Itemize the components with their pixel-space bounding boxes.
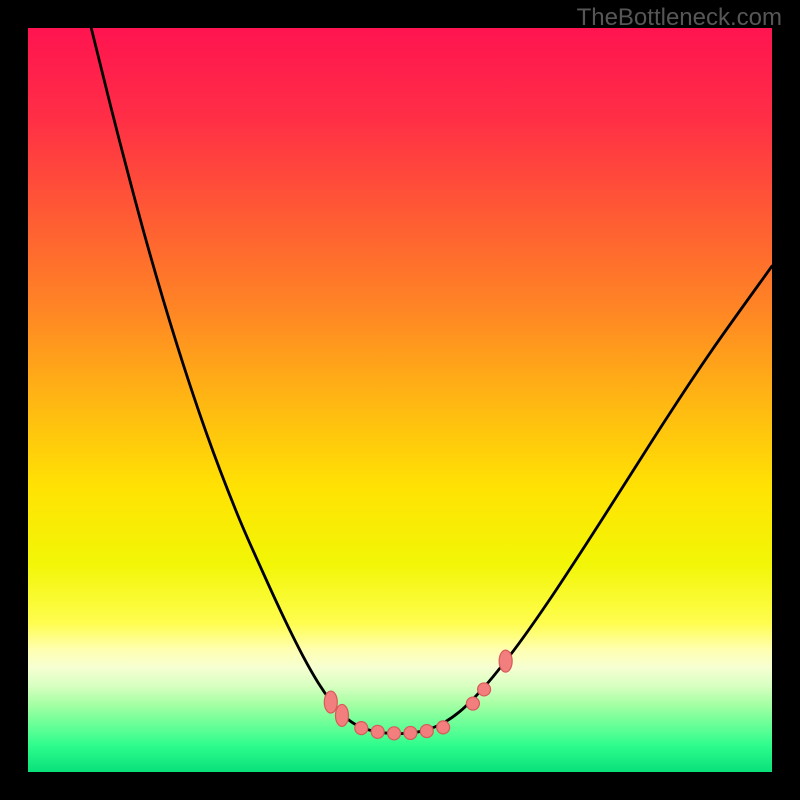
curve-marker bbox=[355, 722, 368, 735]
curve-marker bbox=[371, 725, 384, 738]
curve-marker bbox=[388, 727, 401, 740]
curve-marker bbox=[478, 683, 491, 696]
curve-marker bbox=[499, 650, 512, 672]
curve-marker bbox=[420, 725, 433, 738]
curve-marker bbox=[324, 691, 337, 713]
curve-marker bbox=[404, 726, 417, 739]
curve-marker bbox=[466, 697, 479, 710]
curve-right bbox=[400, 266, 772, 734]
chart-plot-area bbox=[28, 28, 772, 772]
curve-left bbox=[91, 28, 400, 734]
curve-marker bbox=[335, 704, 348, 726]
bottleneck-curve bbox=[28, 28, 772, 772]
watermark-text: TheBottleneck.com bbox=[577, 4, 782, 32]
curve-marker bbox=[437, 721, 450, 734]
